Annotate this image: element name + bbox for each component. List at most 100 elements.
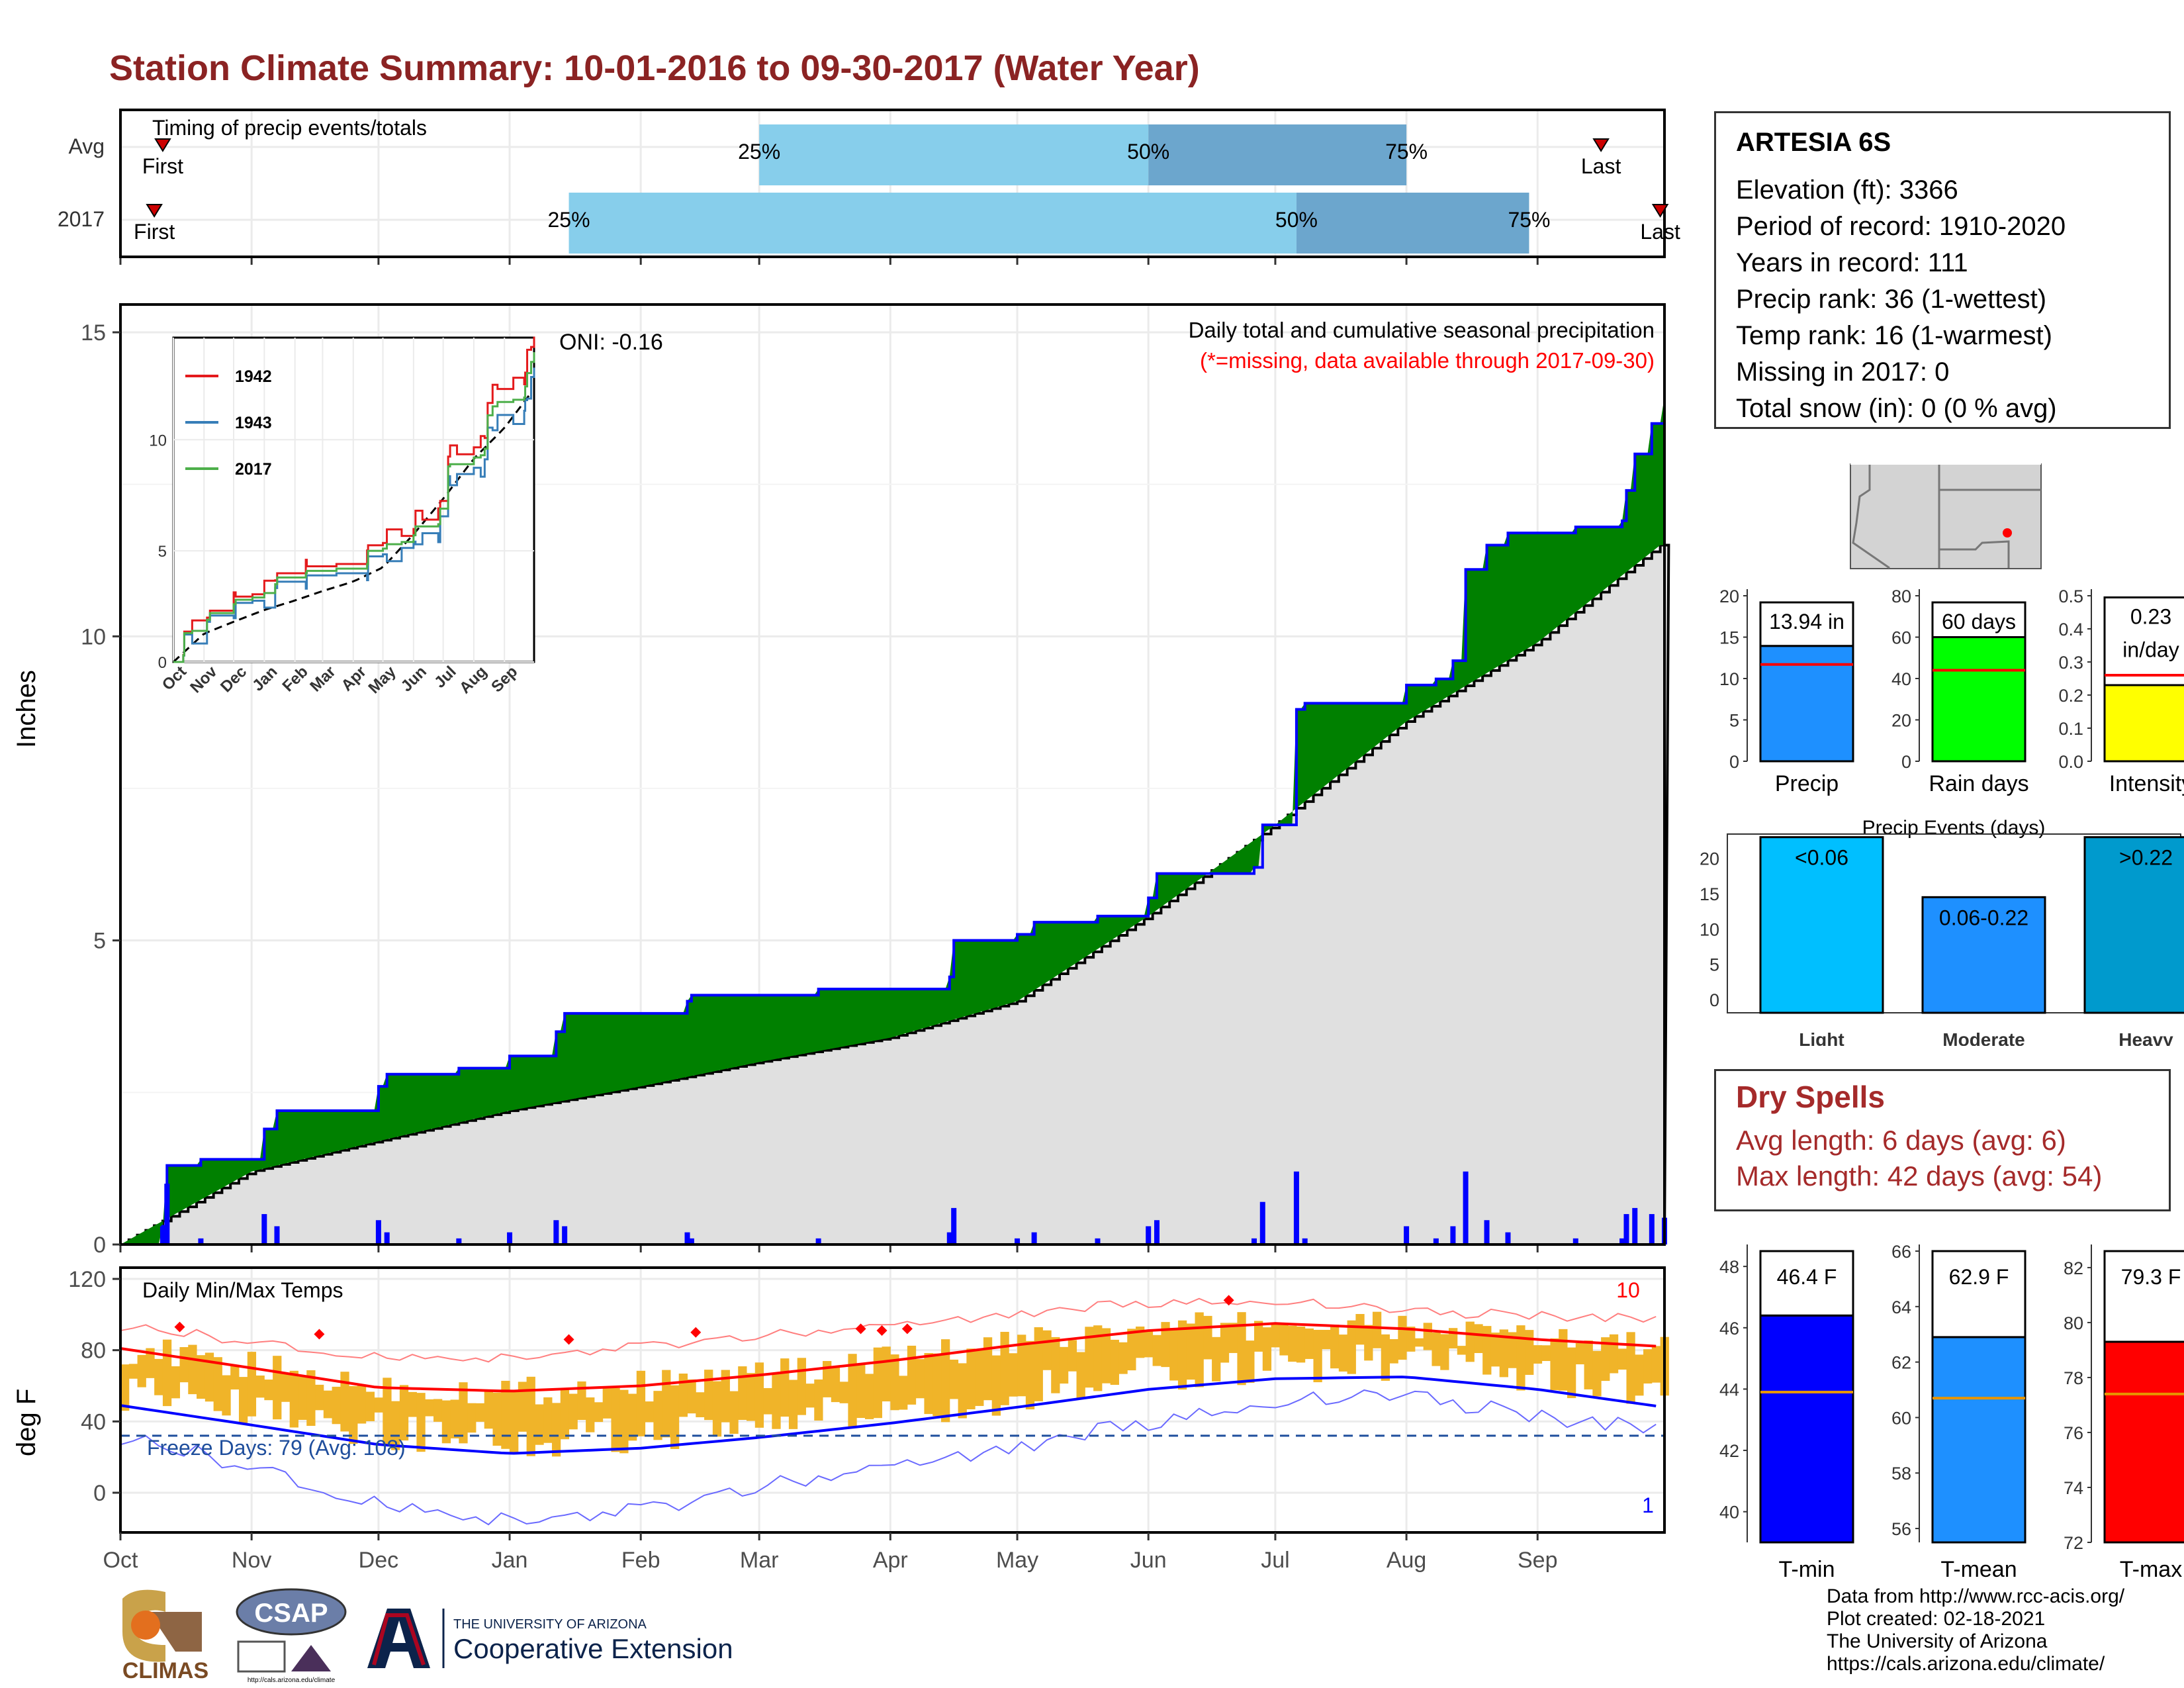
dry-spells-max: Max length: 42 days (avg: 54) (1736, 1160, 2103, 1192)
daily-temp-bar (1186, 1323, 1196, 1380)
events-bar-name: Light (1799, 1029, 1844, 1046)
daily-temp-bar (662, 1370, 671, 1438)
daily-temp-bar (848, 1354, 857, 1427)
daily-temp-bar (1651, 1346, 1661, 1383)
daily-precip-bar (562, 1226, 568, 1244)
daily-temp-bar (1118, 1342, 1128, 1374)
daily-temp-bar (484, 1391, 493, 1429)
daily-temp-bar (1617, 1348, 1627, 1370)
daily-temp-bar (1406, 1327, 1416, 1352)
events-bar (1921, 896, 2046, 1014)
summary-bar (1931, 636, 2026, 763)
summary-bar-label: 0.23 (2130, 605, 2171, 629)
daily-temp-bar (1474, 1324, 1483, 1353)
daily-temp-bar (1009, 1353, 1018, 1397)
timing-pct-label: 75% (1508, 208, 1550, 232)
record-high-line (120, 1297, 1657, 1363)
first-event-marker (154, 138, 171, 152)
temp-y-ticks: 0 40 80 120 (68, 1267, 120, 1506)
daily-temp-bar (797, 1358, 806, 1415)
daily-temp-bar (1051, 1336, 1060, 1393)
daily-temp-bar (230, 1365, 240, 1390)
daily-precip-bar (198, 1238, 204, 1244)
precip-y-tick: 5 (93, 929, 106, 954)
temp-frame (119, 1266, 1666, 1534)
daily-temp-bar (1398, 1315, 1407, 1360)
row-label-2017: 2017 (58, 207, 105, 231)
mini-y-tick: 40 (1891, 669, 1911, 689)
daily-precip-bar (1433, 1238, 1439, 1244)
temp-mini-y-tick: 44 (1719, 1380, 1739, 1399)
daily-temp-bar (1144, 1331, 1154, 1358)
temp-mini-y-tick: 58 (1891, 1464, 1911, 1483)
mini-y-tick: 0.1 (2058, 719, 2083, 739)
temp-label: Daily Min/Max Temps (142, 1278, 343, 1302)
daily-temp-bar (1220, 1323, 1230, 1363)
daily-temp-bar (425, 1399, 434, 1417)
temp-x-tick: Sep (1518, 1548, 1558, 1573)
daily-temp-bar (255, 1375, 265, 1398)
temp-summary-bar (1759, 1314, 1854, 1544)
daily-temp-bar (197, 1355, 206, 1399)
daily-temp-bar (1271, 1322, 1280, 1348)
daily-temp-bar (890, 1354, 899, 1411)
daily-temp-bar (526, 1376, 535, 1456)
station-elevation: Elevation (ft): 3366 (1736, 175, 1958, 205)
temp-x-tick: Jan (492, 1548, 528, 1573)
daily-temp-bar (1432, 1333, 1441, 1366)
daily-temp-bar (365, 1391, 375, 1421)
daily-precip-bar (159, 1226, 165, 1244)
daily-temp-bar (222, 1375, 231, 1416)
daily-temp-bar (721, 1370, 730, 1423)
credit-created: Plot created: 02-18-2021 (1827, 1608, 2046, 1630)
daily-temp-bar (788, 1380, 798, 1429)
summary-bar-label: 60 days (1942, 610, 2016, 633)
daily-temp-bar (551, 1403, 561, 1457)
daily-temp-bar (577, 1381, 586, 1421)
daily-temp-bar (171, 1366, 180, 1399)
daily-precip-bar (1154, 1220, 1160, 1244)
daily-temp-bar (1440, 1334, 1449, 1370)
daily-temp-bar (1313, 1329, 1322, 1383)
daily-temp-bar (1643, 1349, 1653, 1384)
temp-mini-y-tick: 56 (1891, 1519, 1911, 1539)
timing-label: Timing of precip events/totals (152, 116, 427, 140)
daily-temp-bar (281, 1373, 291, 1402)
daily-temp-bar (1347, 1320, 1356, 1374)
daily-temp-bar (128, 1364, 138, 1379)
daily-temp-bar (1626, 1332, 1635, 1404)
daily-precip-bar (1484, 1220, 1490, 1244)
excess-area (120, 397, 1664, 1244)
daily-temp-bar (941, 1339, 950, 1423)
credit-university: The University of Arizona (1827, 1630, 2048, 1652)
csap-url: http://cals.arizona.edu/climate (248, 1677, 336, 1684)
summary-bar-label: in/day (2122, 638, 2179, 662)
first-event-label: First (134, 220, 175, 244)
daily-precip-bar (261, 1214, 267, 1244)
last-event-label: Last (1581, 154, 1621, 178)
daily-temp-bar (1575, 1342, 1585, 1365)
daily-precip-bar (1632, 1207, 1638, 1244)
temp-mini-y-tick: 82 (2064, 1258, 2083, 1278)
daily-temp-bar (746, 1373, 756, 1421)
daily-temp-bar (687, 1379, 696, 1414)
climas-logo: CLIMAS (122, 1589, 208, 1683)
daily-temp-bar (805, 1383, 815, 1408)
daily-temp-bar (1559, 1329, 1568, 1391)
daily-temp-bar (501, 1380, 510, 1449)
precip-summary-bars: 0 5 10 15 20 13.94 in Precip 0 20 40 60 80 60 days Ra… (1719, 586, 2184, 796)
daily-temp-bar (441, 1400, 451, 1444)
daily-temp-bar (991, 1355, 1001, 1416)
row-label-avg: Avg (68, 134, 105, 158)
temp-mini-y-tick: 42 (1719, 1441, 1739, 1461)
daily-temp-bar (772, 1373, 781, 1429)
temp-mini-y-tick: 80 (2064, 1313, 2083, 1333)
temp-summary-name: T-max (2120, 1557, 2182, 1582)
daily-precip-bar (1293, 1171, 1299, 1244)
events-title: Precip Events (days) (1862, 817, 2046, 839)
daily-temp-bar (560, 1389, 570, 1440)
mini-y-tick: 0.3 (2058, 653, 2083, 673)
daily-temp-bar (586, 1397, 595, 1432)
ua-name: THE UNIVERSITY OF ARIZONA (453, 1617, 647, 1632)
daily-temp-bar (899, 1376, 908, 1410)
